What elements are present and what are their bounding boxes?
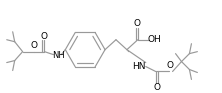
Text: O: O xyxy=(30,41,37,50)
Text: O: O xyxy=(41,32,48,41)
Text: O: O xyxy=(166,61,173,70)
Text: NH: NH xyxy=(52,51,65,60)
Text: HN: HN xyxy=(132,62,146,71)
Text: O: O xyxy=(133,19,140,28)
Text: OH: OH xyxy=(148,35,162,44)
Text: O: O xyxy=(153,83,160,92)
